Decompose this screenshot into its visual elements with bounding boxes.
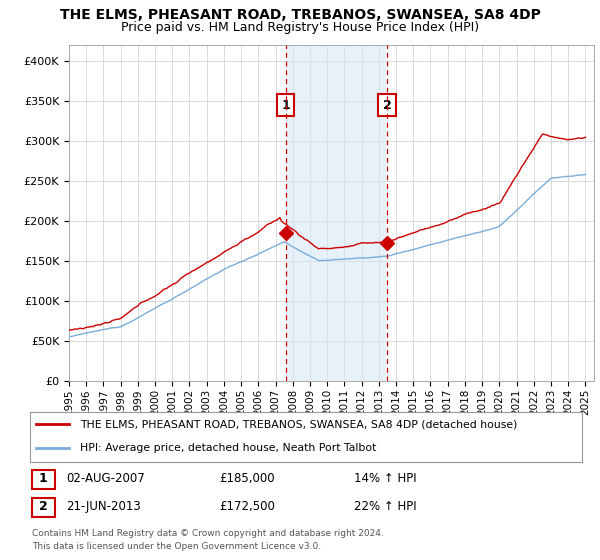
- Text: THE ELMS, PHEASANT ROAD, TREBANOS, SWANSEA, SA8 4DP: THE ELMS, PHEASANT ROAD, TREBANOS, SWANS…: [59, 8, 541, 22]
- Text: Contains HM Land Registry data © Crown copyright and database right 2024.: Contains HM Land Registry data © Crown c…: [32, 529, 383, 538]
- Text: 14% ↑ HPI: 14% ↑ HPI: [354, 472, 416, 486]
- Text: 1: 1: [39, 472, 47, 486]
- Text: 2: 2: [383, 99, 391, 112]
- Text: This data is licensed under the Open Government Licence v3.0.: This data is licensed under the Open Gov…: [32, 542, 321, 550]
- Text: £185,000: £185,000: [219, 472, 275, 486]
- Text: HPI: Average price, detached house, Neath Port Talbot: HPI: Average price, detached house, Neat…: [80, 443, 376, 453]
- Text: 02-AUG-2007: 02-AUG-2007: [66, 472, 145, 486]
- Text: 21-JUN-2013: 21-JUN-2013: [66, 500, 141, 514]
- Text: 2: 2: [39, 500, 47, 514]
- Text: 1: 1: [281, 99, 290, 112]
- Text: £172,500: £172,500: [219, 500, 275, 514]
- Text: THE ELMS, PHEASANT ROAD, TREBANOS, SWANSEA, SA8 4DP (detached house): THE ELMS, PHEASANT ROAD, TREBANOS, SWANS…: [80, 419, 517, 429]
- Text: Price paid vs. HM Land Registry's House Price Index (HPI): Price paid vs. HM Land Registry's House …: [121, 21, 479, 34]
- Text: 22% ↑ HPI: 22% ↑ HPI: [354, 500, 416, 514]
